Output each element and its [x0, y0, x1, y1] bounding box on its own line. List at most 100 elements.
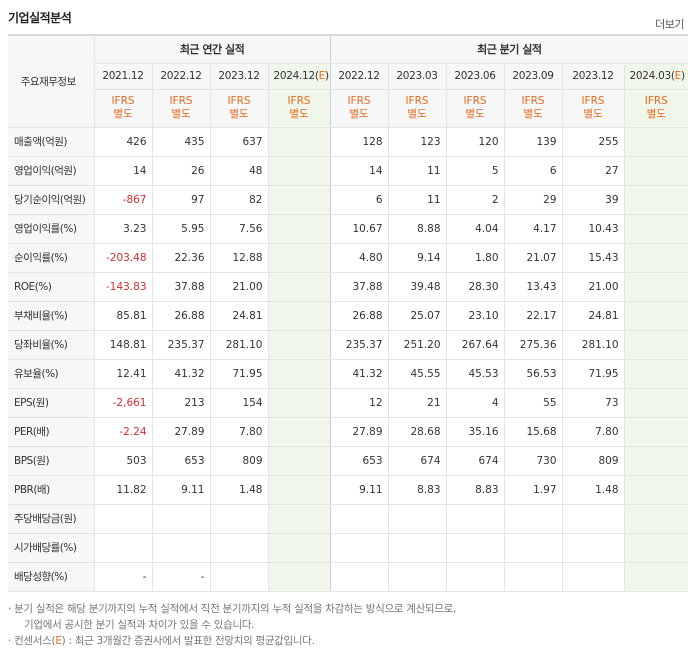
quarter-value-cell: 12	[329, 387, 389, 418]
quarter-value-cell: 15.43	[561, 243, 625, 273]
annual-value-cell: 9.11	[151, 475, 210, 505]
quarter-value-cell	[329, 562, 389, 592]
ifrs-standard: IFRS	[347, 95, 371, 107]
annual-value-cell: 24.81	[209, 300, 268, 331]
row-header-label: 주요재무정보	[8, 35, 94, 128]
quarter-value-cell: 1.97	[503, 475, 563, 505]
annual-value-cell: 82	[209, 185, 268, 215]
row-label: 부채비율(%)	[8, 300, 94, 331]
annual-value-cell: 7.80	[209, 417, 268, 447]
quarter-period-header: 2023.03	[387, 63, 447, 90]
quarter-value-cell	[329, 503, 389, 534]
quarter-period-header: 2022.12	[329, 63, 389, 90]
quarter-value-cell: 7.80	[561, 417, 625, 447]
annual-value-cell	[267, 417, 331, 447]
ifrs-standard: IFRS	[581, 95, 605, 107]
annual-value-cell	[267, 213, 331, 244]
quarter-value-cell: 25.07	[387, 300, 447, 331]
quarter-value-cell	[623, 330, 689, 360]
annual-value-cell	[267, 126, 331, 157]
annual-value-cell: 14	[93, 156, 152, 186]
quarter-value-cell: 39	[561, 185, 625, 215]
annual-value-cell	[267, 156, 331, 186]
quarter-value-cell: 24.81	[561, 300, 625, 331]
quarter-value-cell	[387, 533, 447, 563]
quarter-value-cell: 9.14	[387, 243, 447, 273]
quarter-value-cell	[623, 272, 689, 302]
annual-value-cell: 235.37	[151, 330, 210, 360]
quarter-value-cell: 21.00	[561, 272, 625, 302]
ifrs-label: IFRS 별도	[209, 89, 268, 128]
ifrs-standard: IFRS	[521, 95, 545, 107]
ifrs-basis: 별도	[465, 108, 485, 120]
quarter-value-cell: 28.68	[387, 417, 447, 447]
row-label: PER(배)	[8, 417, 94, 447]
quarter-value-cell: 235.37	[329, 330, 389, 360]
footnote-consensus: · 컨센서스(E) : 최근 3개월간 증권사에서 발표한 전망치의 평균값입니…	[8, 633, 456, 649]
table-row: 영업이익률(%) 3.23 5.95 7.56 10.67 8.88 4.04 4.17 10.…	[8, 213, 689, 244]
ifrs-label: IFRS 별도	[329, 89, 389, 128]
annual-value-cell	[93, 503, 152, 534]
annual-value-cell	[267, 533, 331, 563]
row-label: EPS(원)	[8, 387, 94, 418]
annual-value-cell: 3.23	[93, 213, 152, 244]
quarter-value-cell: 267.64	[445, 330, 505, 360]
quarter-value-cell: 139	[503, 126, 563, 157]
row-label: 영업이익률(%)	[8, 213, 94, 244]
ifrs-label: IFRS 별도	[445, 89, 505, 128]
annual-value-cell: 37.88	[151, 272, 210, 302]
table-row: 부채비율(%) 85.81 26.88 24.81 26.88 25.07 23.10 22.…	[8, 300, 689, 331]
ifrs-label: IFRS 별도	[623, 89, 689, 128]
annual-period-header: 2024.12(E)	[267, 63, 331, 90]
annual-value-cell	[267, 562, 331, 592]
quarter-value-cell	[623, 533, 689, 563]
more-link[interactable]: 더보기	[655, 18, 684, 31]
annual-value-cell	[209, 533, 268, 563]
annual-value-cell: -867	[93, 185, 152, 215]
quarter-value-cell: 5	[445, 156, 505, 186]
table-row: PER(배) -2.24 27.89 7.80 27.89 28.68 35.16 15.68…	[8, 417, 689, 447]
annual-value-cell: 5.95	[151, 213, 210, 244]
quarter-value-cell: 9.11	[329, 475, 389, 505]
quarter-value-cell: 35.16	[445, 417, 505, 447]
row-label: 영업이익(억원)	[8, 156, 94, 186]
ifrs-basis: 별도	[646, 108, 666, 120]
annual-value-cell: 21.00	[209, 272, 268, 302]
annual-value-cell	[267, 330, 331, 360]
annual-value-cell	[267, 272, 331, 302]
quarter-period-header: 2023.06	[445, 63, 505, 90]
quarter-value-cell	[561, 503, 625, 534]
row-label: BPS(원)	[8, 446, 94, 476]
quarter-value-cell: 6	[329, 185, 389, 215]
row-label: 유보율(%)	[8, 359, 94, 389]
table-row: 매출액(억원) 426 435 637 128 123 120 139 255	[8, 126, 689, 157]
quarter-value-cell: 4.04	[445, 213, 505, 244]
quarter-value-cell: 275.36	[503, 330, 563, 360]
quarter-value-cell: 21	[387, 387, 447, 418]
quarter-value-cell: 21.07	[503, 243, 563, 273]
annual-value-cell: -2,661	[93, 387, 152, 418]
annual-value-cell: 653	[151, 446, 210, 476]
ifrs-label: IFRS 별도	[151, 89, 210, 128]
annual-value-cell: -	[151, 562, 210, 592]
table-row: ROE(%) -143.83 37.88 21.00 37.88 39.48 28.30 13…	[8, 272, 689, 302]
estimate-mark: E	[674, 70, 682, 82]
quarter-value-cell: 45.53	[445, 359, 505, 389]
annual-value-cell: 809	[209, 446, 268, 476]
quarter-value-cell: 11	[387, 185, 447, 215]
quarter-value-cell	[623, 387, 689, 418]
quarter-value-cell: 120	[445, 126, 505, 157]
table-row: PBR(배) 11.82 9.11 1.48 9.11 8.83 8.83 1.97 1.48	[8, 475, 689, 505]
annual-value-cell: 7.56	[209, 213, 268, 244]
footnote-quarterly: · 분기 실적은 해당 분기까지의 누적 실적에서 직전 분기까지의 누적 실적…	[8, 601, 456, 633]
quarter-value-cell	[623, 213, 689, 244]
row-label: 당기순이익(억원)	[8, 185, 94, 215]
row-label: 주당배당금(원)	[8, 503, 94, 534]
annual-value-cell: 97	[151, 185, 210, 215]
footnote-line: ) : 최근 3개월간 증권사에서 발표한 전망치의 평균값입니다.	[61, 635, 315, 647]
annual-value-cell: 41.32	[151, 359, 210, 389]
table-row: 당기순이익(억원) -867 97 82 6 11 2 29 39	[8, 185, 689, 215]
table-row: 유보율(%) 12.41 41.32 71.95 41.32 45.55 45.53 56.5…	[8, 359, 689, 389]
annual-value-cell: 22.36	[151, 243, 210, 273]
annual-value-cell: 281.10	[209, 330, 268, 360]
